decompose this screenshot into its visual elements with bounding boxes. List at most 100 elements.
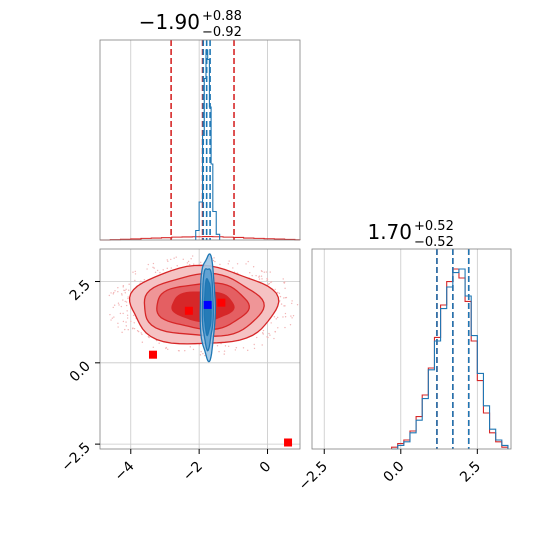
axes-frame: [99, 248, 301, 450]
scatter-point: [154, 271, 157, 274]
x-tick-label: −2: [180, 459, 206, 485]
scatter-point: [141, 333, 143, 336]
scatter-point: [283, 297, 285, 299]
scatter-point: [117, 326, 119, 328]
scatter-point: [153, 267, 155, 269]
scatter-point: [140, 332, 142, 334]
scatter-point: [253, 343, 255, 346]
scatter-point: [122, 312, 124, 315]
scatter-point: [296, 304, 299, 306]
scatter-point: [262, 329, 265, 332]
scatter-point: [166, 267, 168, 270]
scatter-point: [110, 292, 112, 294]
scatter-point: [118, 304, 120, 306]
scatter-point: [191, 255, 194, 257]
scatter-point: [291, 302, 293, 305]
scatter-point: [170, 258, 172, 261]
scatter-point: [200, 261, 202, 264]
point-marker: [148, 350, 157, 359]
scatter-point: [134, 279, 136, 282]
scatter-point: [126, 317, 129, 319]
histogram-step-0: [100, 236, 301, 241]
scatter-point: [284, 326, 286, 329]
scatter-point: [121, 294, 123, 296]
scatter-point: [114, 290, 116, 292]
scatter-point: [263, 271, 266, 273]
point-marker: [184, 306, 193, 315]
scatter-point: [132, 327, 134, 330]
marginal-panel-param-2: 1.70 +0.52−0.52 −2.5 0.0 2.5: [296, 219, 512, 494]
scatter-point: [282, 316, 284, 318]
scatter-point: [192, 348, 195, 351]
scatter-point: [266, 336, 268, 338]
scatter-point: [283, 305, 285, 307]
scatter-point: [127, 329, 129, 331]
scatter-point: [200, 351, 202, 353]
scatter-point: [189, 346, 191, 348]
x-tick-label: −2.5: [296, 459, 331, 494]
scatter-point: [117, 322, 119, 325]
scatter-point: [242, 347, 245, 349]
scatter-point: [143, 279, 146, 281]
scatter-point: [252, 266, 255, 268]
scatter-point: [146, 268, 148, 270]
scatter-point: [269, 271, 271, 273]
axes-frame: [311, 248, 512, 450]
scatter-point: [113, 304, 116, 306]
scatter-point: [273, 337, 275, 340]
scatter-point: [136, 330, 139, 332]
scatter-point: [268, 332, 270, 335]
point-marker: [203, 300, 212, 309]
scatter-point: [216, 344, 219, 347]
scatter-point: [112, 306, 114, 309]
scatter-point: [276, 316, 279, 319]
scatter-point: [137, 330, 140, 333]
scatter-point: [125, 288, 127, 291]
scatter-point: [112, 293, 114, 295]
joint-panel: −4 −2 0 −2.5 0.0 2.5: [58, 248, 301, 485]
marginal-panel-param-1: −1.90 +0.88−0.92: [99, 9, 301, 241]
scatter-point: [283, 282, 286, 284]
scatter-point: [187, 260, 190, 263]
scatter-point: [109, 313, 111, 316]
scatter-point: [170, 267, 172, 269]
scatter-point: [122, 299, 124, 301]
scatter-point: [280, 303, 283, 305]
scatter-point: [122, 320, 125, 323]
panel-title-plus: +0.52: [414, 219, 454, 234]
scatter-point: [120, 305, 123, 308]
scatter-point: [162, 269, 164, 271]
scatter-point: [125, 304, 128, 307]
scatter-point: [273, 316, 276, 318]
scatter-point: [127, 297, 129, 300]
scatter-point: [134, 270, 136, 273]
x-tick-label: 0.0: [381, 459, 408, 486]
scatter-point: [245, 263, 247, 265]
scatter-point: [173, 257, 175, 259]
scatter-point: [190, 258, 192, 260]
scatter-point: [165, 347, 167, 350]
scatter-point: [227, 263, 229, 265]
scatter-point: [290, 315, 292, 317]
scatter-point: [265, 271, 268, 273]
scatter-point: [133, 322, 135, 324]
histogram-step-1: [195, 49, 221, 240]
scatter-point: [124, 300, 126, 303]
scatter-point: [282, 278, 284, 280]
panel-title-minus: −0.92: [202, 25, 242, 40]
scatter-point: [289, 323, 292, 326]
scatter-point: [224, 345, 227, 347]
scatter-point: [247, 260, 249, 263]
scatter-point: [261, 270, 263, 273]
scatter-point: [130, 320, 132, 323]
histogram-step-0: [391, 268, 509, 449]
scatter-point: [279, 295, 282, 298]
scatter-point: [125, 301, 128, 303]
scatter-point: [140, 280, 142, 283]
scatter-point: [152, 262, 155, 265]
scatter-point: [186, 262, 189, 264]
histogram-step-1: [391, 268, 509, 450]
scatter-point: [274, 288, 276, 291]
scatter-point: [156, 269, 159, 272]
